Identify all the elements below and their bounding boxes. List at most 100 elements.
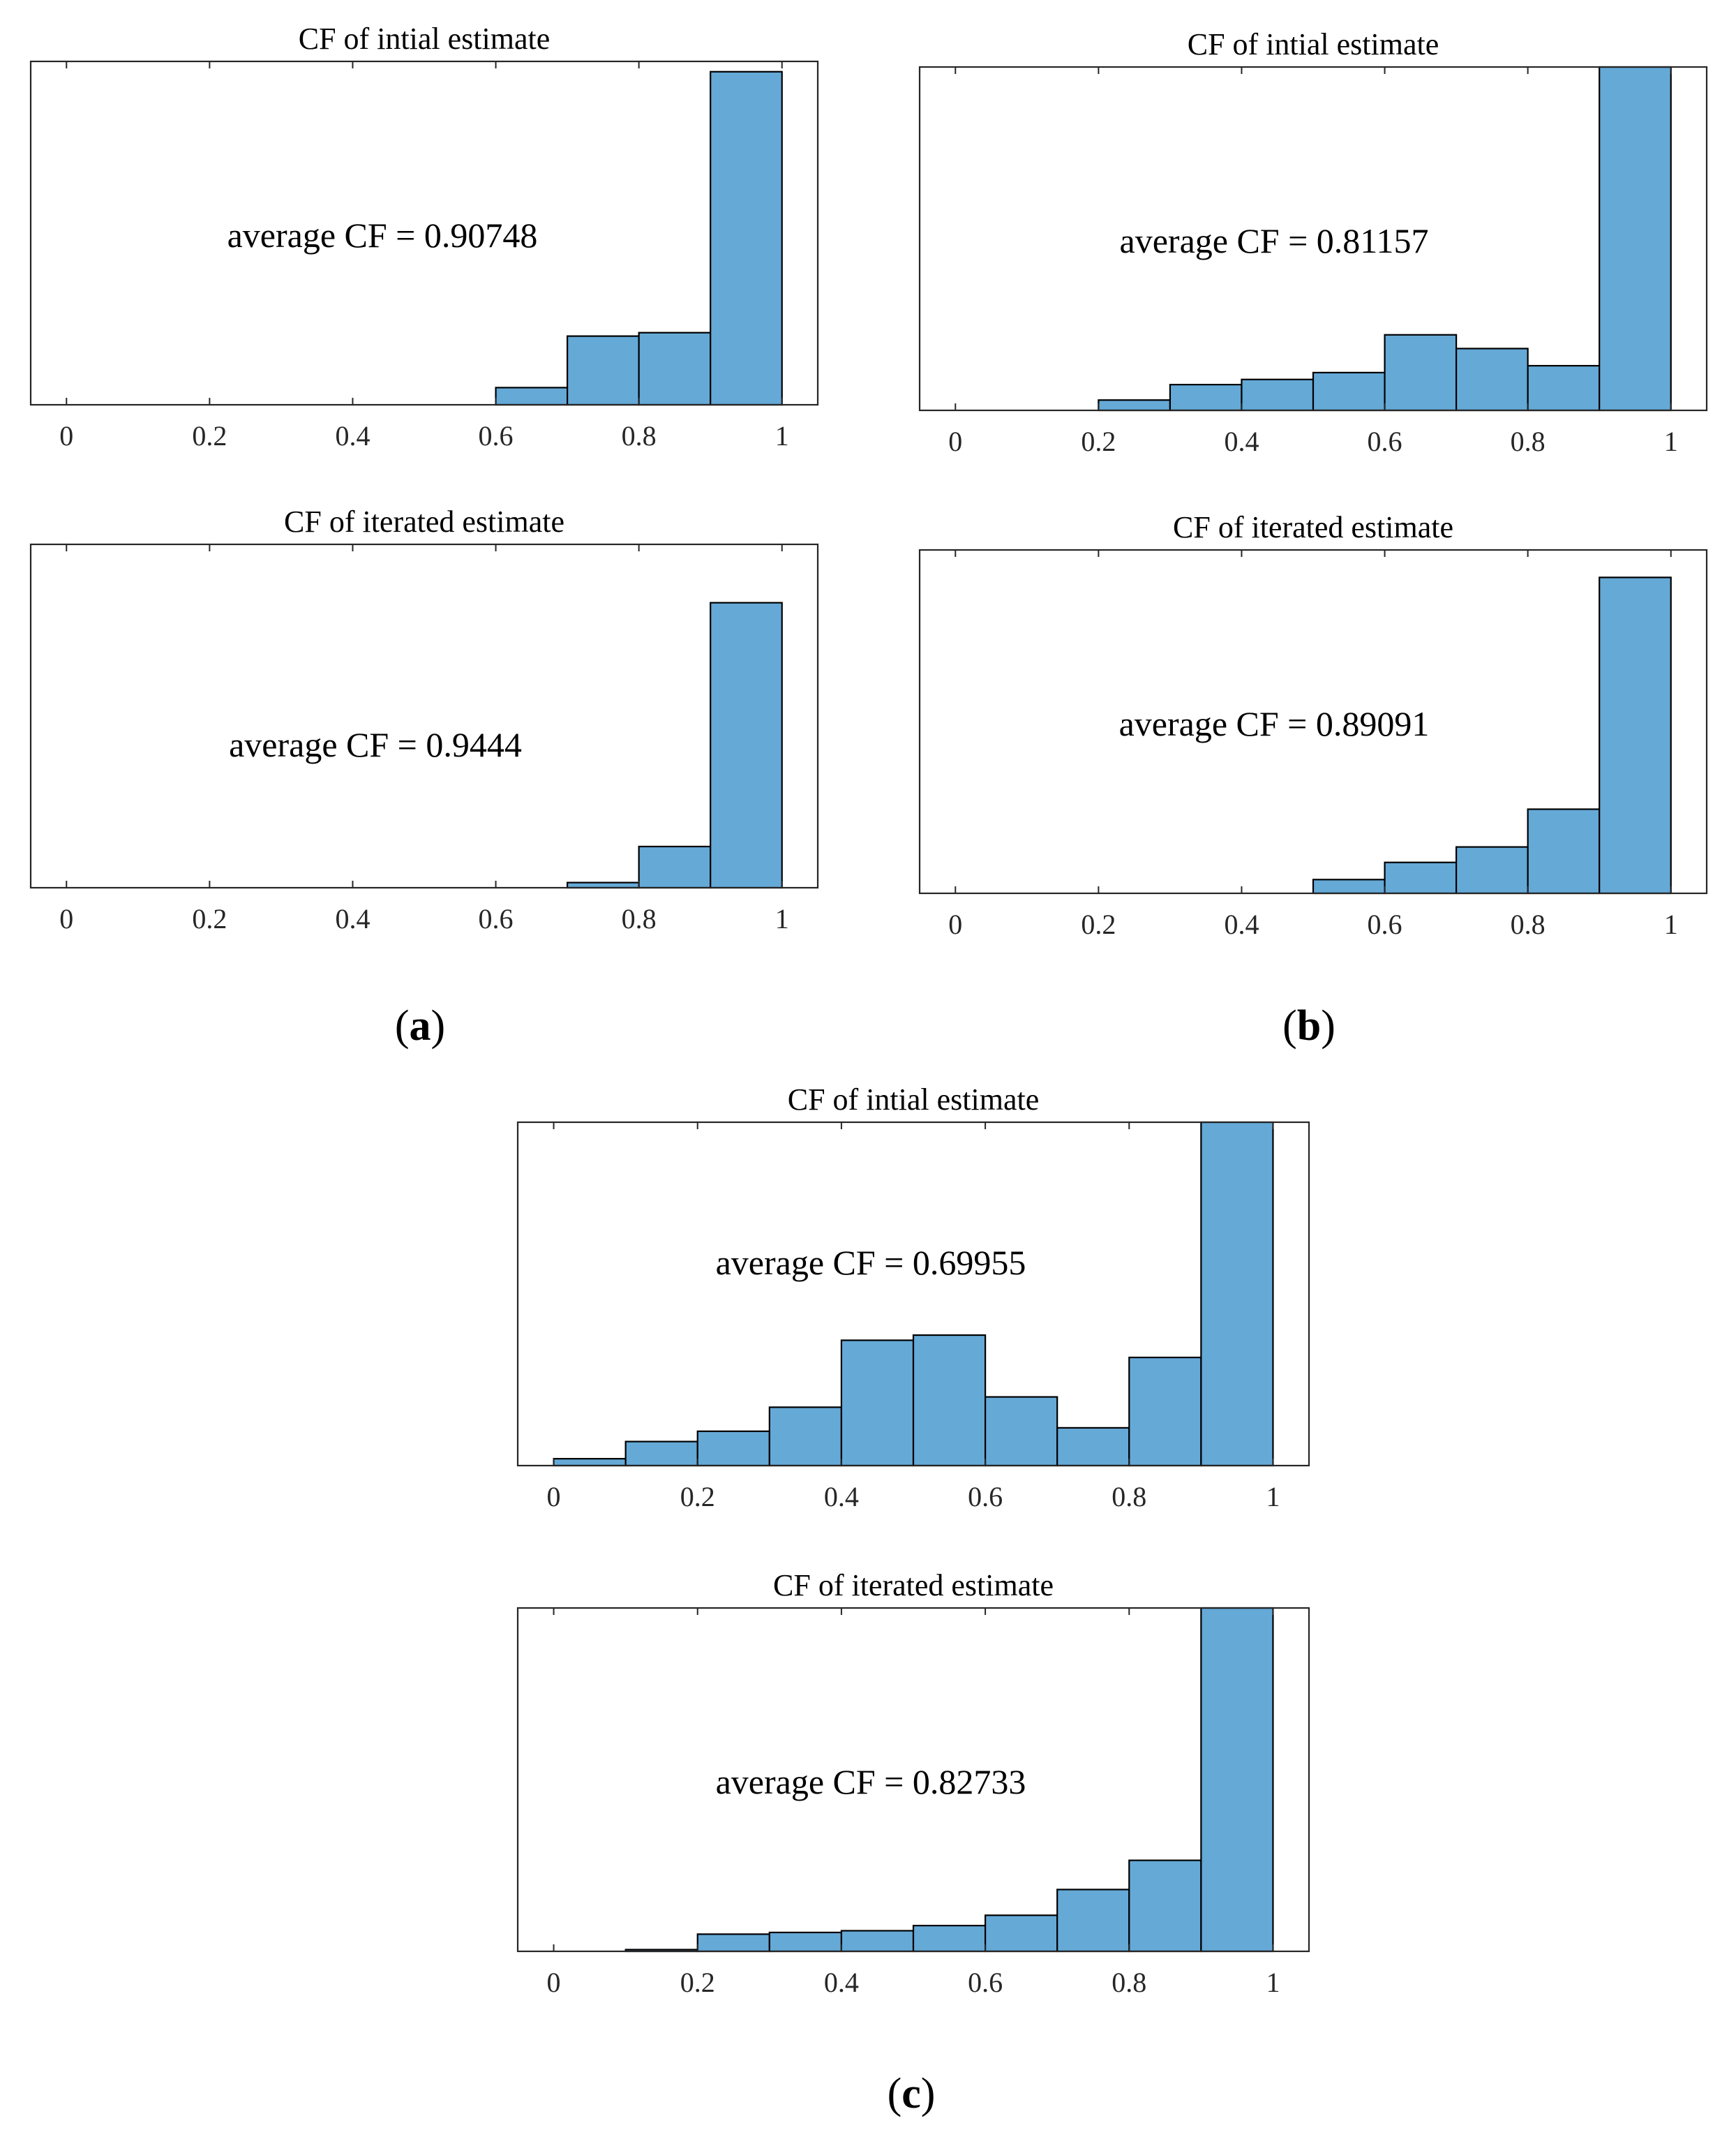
histogram-bar — [840, 1339, 915, 1467]
histogram-bar — [912, 1334, 987, 1467]
histogram-bar — [1455, 846, 1529, 895]
x-tick-label: 0.6 — [479, 903, 514, 934]
histogram-bar — [1200, 1607, 1274, 1953]
histogram-bar — [553, 1458, 627, 1467]
x-tick-label: 0.6 — [479, 420, 514, 452]
x-tick-label: 1 — [1664, 909, 1678, 940]
average-cf-annotation: average CF = 0.89091 — [1119, 704, 1430, 743]
x-tick-label: 0.6 — [1368, 426, 1402, 457]
x-tick-label: 0.8 — [1511, 426, 1546, 457]
histogram-bar — [566, 335, 640, 406]
average-cf-annotation: average CF = 0.82733 — [716, 1762, 1026, 1801]
x-tick-label: 0.4 — [1224, 909, 1259, 940]
axes-box — [918, 66, 1708, 412]
histogram-bar — [1169, 383, 1243, 412]
histogram-bar — [624, 1440, 698, 1467]
histogram-bar — [1384, 861, 1458, 895]
x-tick-label: 1 — [1664, 426, 1678, 457]
histogram-bar — [912, 1925, 987, 1953]
histogram-bar — [696, 1430, 770, 1467]
axes-box — [918, 549, 1708, 895]
x-tick-label: 0.2 — [1081, 909, 1116, 940]
x-tick-label: 0 — [948, 426, 962, 457]
histogram-bar — [1056, 1889, 1130, 1953]
histogram-bar — [840, 1930, 915, 1953]
x-tick-label: 0.2 — [680, 1481, 715, 1512]
x-tick-label: 0.8 — [1112, 1967, 1146, 1998]
histogram-bar — [1527, 364, 1601, 412]
histogram-bar — [1599, 576, 1672, 895]
x-tick-label: 0.4 — [1224, 426, 1259, 457]
panel-label-b: (b) — [1282, 1002, 1335, 1050]
x-tick-label: 0.4 — [335, 420, 370, 452]
x-tick-label: 0 — [59, 903, 73, 934]
histogram-bar — [1200, 1121, 1274, 1467]
histogram-bar — [1312, 879, 1386, 895]
chart-a-iterated: 0 0.2 0.4 0.6 0.8 1 CF of iterated estimate ave… — [29, 505, 819, 934]
x-tick-label: 1 — [1266, 1967, 1280, 1998]
panel-label-c: (c) — [888, 2070, 936, 2117]
chart-b-initial: 0 0.2 0.4 0.6 0.8 1 CF of intial estimate avera… — [918, 27, 1708, 457]
x-tick-label: 0.2 — [1081, 426, 1116, 457]
x-tick-label: 0.2 — [680, 1967, 715, 1998]
average-cf-annotation: average CF = 0.9444 — [229, 725, 522, 764]
histogram-bar — [638, 845, 712, 889]
histogram-bar — [1455, 348, 1529, 412]
chart-c-initial: 0 0.2 0.4 0.6 0.8 1 CF of intial estimate avera… — [516, 1082, 1310, 1512]
x-tick-label: 0 — [59, 420, 73, 452]
histogram-bar — [768, 1931, 843, 1953]
chart-b-iterated: 0 0.2 0.4 0.6 0.8 1 CF of iterated estimate ave… — [918, 510, 1708, 940]
x-tick-label: 0.8 — [622, 903, 657, 934]
histogram-bar — [1312, 371, 1386, 412]
x-tick-label: 0 — [948, 909, 962, 940]
histogram-bar — [638, 332, 712, 406]
x-tick-label: 0 — [547, 1967, 561, 1998]
x-tick-label: 0.2 — [192, 903, 227, 934]
chart-c-iterated: 0 0.2 0.4 0.6 0.8 1 CF of iterated estimate ave… — [516, 1568, 1310, 1998]
panel-labels-layer: (a) (b) (c) — [395, 1002, 1335, 2117]
histogram-bar — [495, 387, 569, 406]
average-cf-annotation: average CF = 0.81157 — [1120, 221, 1429, 260]
histogram-bar — [1098, 399, 1172, 412]
chart-title: CF of iterated estimate — [1173, 510, 1453, 544]
x-tick-label: 0.4 — [824, 1481, 859, 1512]
histogram-bar — [1128, 1859, 1202, 1953]
axes-box — [29, 60, 819, 406]
average-cf-annotation: average CF = 0.69955 — [716, 1243, 1026, 1282]
chart-title: CF of iterated estimate — [284, 505, 564, 539]
axes-box — [516, 1607, 1310, 1953]
chart-title: CF of iterated estimate — [773, 1568, 1054, 1602]
x-tick-label: 0.8 — [622, 420, 657, 452]
x-tick-label: 0.6 — [968, 1481, 1003, 1512]
x-tick-label: 0.8 — [1112, 1481, 1146, 1512]
axes-box — [29, 543, 819, 889]
x-tick-label: 0.2 — [192, 420, 227, 452]
x-tick-label: 1 — [775, 903, 789, 934]
x-tick-label: 1 — [1266, 1481, 1280, 1512]
histogram-bar — [566, 881, 640, 889]
histogram-bar — [984, 1396, 1058, 1467]
histogram-bar — [696, 1933, 770, 1953]
histogram-bar — [1241, 378, 1315, 412]
x-tick-label: 0.8 — [1511, 909, 1546, 940]
average-cf-annotation: average CF = 0.90748 — [227, 216, 538, 255]
x-tick-label: 0.4 — [824, 1967, 859, 1998]
histogram-bar — [1056, 1427, 1130, 1467]
x-tick-label: 0.6 — [968, 1967, 1003, 1998]
chart-a-initial: 0 0.2 0.4 0.6 0.8 1 CF of intial estimate avera… — [29, 22, 819, 452]
x-tick-label: 0.6 — [1368, 909, 1402, 940]
chart-title: CF of intial estimate — [299, 22, 551, 56]
charts-layer: 0 0.2 0.4 0.6 0.8 1 CF of intial estimate avera… — [29, 22, 1708, 1998]
axes-box — [516, 1121, 1310, 1467]
histogram-bar — [710, 70, 783, 406]
chart-title: CF of intial estimate — [788, 1082, 1040, 1117]
chart-title: CF of intial estimate — [1188, 27, 1439, 61]
histogram-bar — [984, 1914, 1058, 1953]
histogram-bar — [1599, 66, 1672, 412]
histogram-bar — [1384, 334, 1458, 412]
histogram-bar — [1128, 1356, 1202, 1467]
x-tick-label: 1 — [775, 420, 789, 452]
x-tick-label: 0.4 — [335, 903, 370, 934]
histogram-bar — [768, 1406, 843, 1467]
